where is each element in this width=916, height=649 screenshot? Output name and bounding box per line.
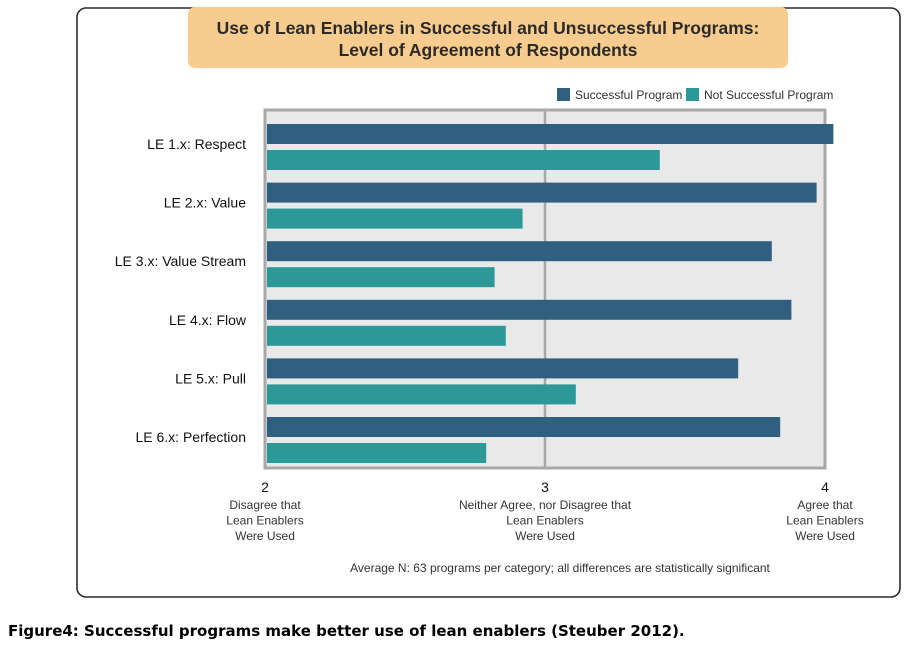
tick-description: Were Used <box>795 529 855 543</box>
bar-successful <box>267 241 772 262</box>
tick-description: Lean Enablers <box>226 514 303 528</box>
legend-label-not-successful: Not Successful Program <box>704 88 833 102</box>
category-label: LE 5.x: Pull <box>175 370 246 386</box>
chart-title-line-2: Level of Agreement of Respondents <box>339 40 638 60</box>
bar-successful <box>267 358 739 379</box>
bar-not-successful <box>267 384 576 405</box>
bar-not-successful <box>267 150 660 170</box>
category-label: LE 6.x: Perfection <box>135 429 246 445</box>
tick-description: Neither Agree, nor Disagree that <box>459 498 632 512</box>
tick-description: Disagree that <box>229 498 301 512</box>
title-banner <box>188 7 788 68</box>
bar-successful <box>267 182 817 203</box>
chart-note: Average N: 63 programs per category; all… <box>350 561 770 575</box>
tick-label: 3 <box>541 479 549 495</box>
category-label: LE 1.x: Respect <box>147 136 246 152</box>
bar-not-successful <box>267 267 495 288</box>
tick-description: Were Used <box>515 529 575 543</box>
category-label: LE 3.x: Value Stream <box>115 253 246 269</box>
tick-description: Were Used <box>235 529 295 543</box>
bar-not-successful <box>267 208 523 229</box>
chart-title-line-1: Use of Lean Enablers in Successful and U… <box>217 18 760 38</box>
tick-description: Lean Enablers <box>506 514 583 528</box>
bar-not-successful <box>267 443 487 463</box>
bar-successful <box>267 124 834 144</box>
tick-description: Lean Enablers <box>786 514 863 528</box>
tick-description: Agree that <box>797 498 853 512</box>
legend-swatch-successful <box>557 88 570 101</box>
category-label: LE 2.x: Value <box>164 195 246 211</box>
category-label: LE 4.x: Flow <box>169 312 247 328</box>
legend: Successful Program Not Successful Progra… <box>557 88 833 102</box>
bar-successful <box>267 299 792 320</box>
bar-successful <box>267 417 781 437</box>
tick-label: 4 <box>821 479 829 495</box>
tick-label: 2 <box>261 479 269 495</box>
figure-caption: Figure4: Successful programs make better… <box>8 622 685 640</box>
legend-swatch-not-successful <box>686 88 699 101</box>
bar-not-successful <box>267 325 506 346</box>
legend-label-successful: Successful Program <box>575 88 682 102</box>
